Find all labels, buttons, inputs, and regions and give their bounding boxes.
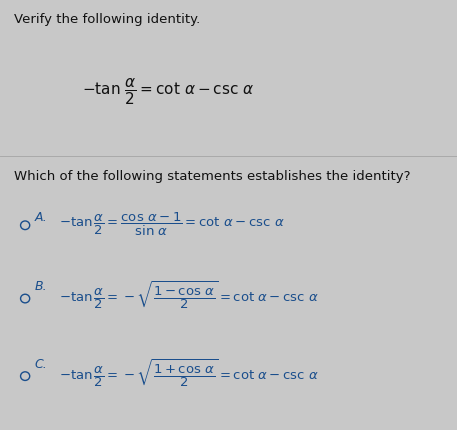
Text: $- \tan\,\dfrac{\alpha}{2} = \cot\,\alpha - \csc\,\alpha$: $- \tan\,\dfrac{\alpha}{2} = \cot\,\alph… xyxy=(82,77,255,107)
Text: Verify the following identity.: Verify the following identity. xyxy=(14,13,200,26)
Text: $- \tan\dfrac{\alpha}{2} = -\sqrt{\dfrac{1-\cos\,\alpha}{2}} = \cot\,\alpha - \c: $- \tan\dfrac{\alpha}{2} = -\sqrt{\dfrac… xyxy=(59,280,319,311)
Text: A.: A. xyxy=(34,211,47,224)
Text: Which of the following statements establishes the identity?: Which of the following statements establ… xyxy=(14,170,410,183)
Text: B.: B. xyxy=(34,280,47,292)
Text: $- \tan\dfrac{\alpha}{2} = -\sqrt{\dfrac{1+\cos\,\alpha}{2}} = \cot\,\alpha - \c: $- \tan\dfrac{\alpha}{2} = -\sqrt{\dfrac… xyxy=(59,357,319,389)
Text: C.: C. xyxy=(34,357,47,370)
Text: $- \tan\dfrac{\alpha}{2} = \dfrac{\cos\,\alpha - 1}{\sin\,\alpha} = \cot\,\alpha: $- \tan\dfrac{\alpha}{2} = \dfrac{\cos\,… xyxy=(59,211,285,238)
